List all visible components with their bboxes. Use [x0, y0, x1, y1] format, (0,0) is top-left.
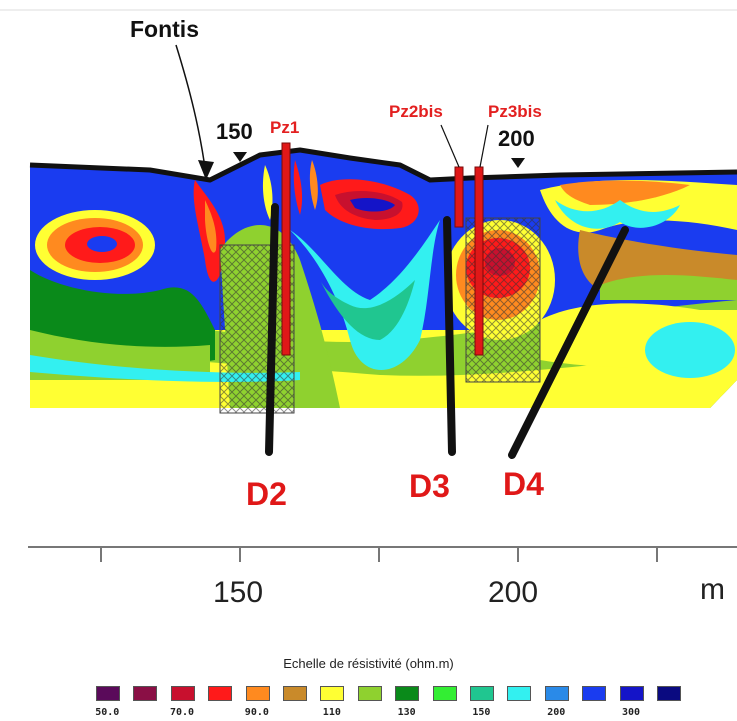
piezometer-pz3bis-label: Pz3bis	[488, 102, 542, 121]
piezometer-pz1-bar	[281, 142, 291, 356]
legend-value-label: 110	[322, 707, 341, 718]
legend-swatch	[432, 686, 457, 701]
axis-tick-label-200: 200	[488, 576, 539, 609]
legend-swatch	[96, 686, 120, 701]
fontis-arrowhead	[198, 160, 214, 180]
marker-150-label: 150	[216, 119, 253, 144]
drill-line-d2	[265, 203, 279, 456]
topography-line	[29, 147, 737, 183]
legend-value-label: 200	[547, 707, 566, 718]
axis-unit-label: m	[700, 573, 725, 606]
drill-label-d4: D4	[503, 466, 544, 502]
legend-swatch	[283, 686, 307, 701]
legend-swatch	[582, 686, 607, 701]
legend-swatch	[619, 686, 644, 701]
piezometer-pz3bis-bar	[474, 166, 484, 356]
legend-swatch	[133, 686, 158, 701]
pz3bis-leader	[479, 124, 489, 168]
legend-value-label: 300	[622, 707, 641, 718]
legend-swatch	[208, 686, 233, 701]
piezometer-pz2bis-label: Pz2bis	[389, 102, 443, 121]
fontis-label: Fontis	[130, 16, 199, 42]
legend-swatch	[395, 686, 420, 701]
piezometer-pz2bis-bar	[454, 166, 464, 228]
drill-line-d4	[508, 226, 629, 459]
legend-swatch	[170, 686, 195, 701]
legend-title: Echelle de résistivité (ohm.m)	[283, 656, 454, 671]
piezometer-pz1-label: Pz1	[270, 118, 300, 137]
axis-tick-label-150: 150	[213, 576, 264, 609]
legend-swatch	[507, 686, 532, 701]
legend-value-label: 150	[472, 707, 491, 718]
legend-swatch	[657, 686, 681, 701]
legend-swatch	[470, 686, 494, 701]
legend-value-label: 70.0	[170, 707, 195, 718]
legend-swatch	[245, 686, 270, 701]
marker-200-triangle	[511, 158, 525, 168]
resistivity-image	[30, 150, 737, 408]
legend-swatch	[544, 686, 569, 701]
marker-200-label: 200	[498, 126, 535, 151]
drill-label-d3: D3	[409, 468, 450, 504]
legend-value-label: 50.0	[95, 707, 120, 718]
legend-swatch	[357, 686, 382, 701]
pz2bis-leader	[440, 124, 460, 168]
legend-swatch	[320, 686, 345, 701]
drill-label-d2: D2	[246, 476, 287, 512]
legend-value-label: 130	[397, 707, 416, 718]
marker-150-triangle	[233, 152, 247, 162]
drill-line-d3	[443, 216, 456, 456]
legend-value-label: 90.0	[244, 707, 269, 718]
fontis-arrow	[175, 44, 207, 176]
